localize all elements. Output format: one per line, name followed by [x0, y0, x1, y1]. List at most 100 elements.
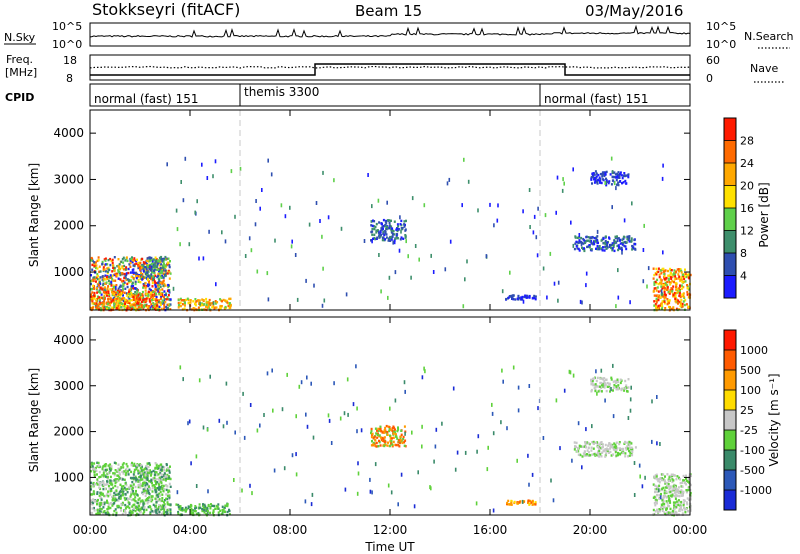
echo-cell	[593, 386, 596, 390]
echo-cell	[161, 484, 163, 487]
echo-cell	[150, 478, 153, 481]
echo-cell	[92, 490, 95, 493]
echo-cell	[158, 269, 160, 273]
echo-cell	[210, 503, 212, 506]
echo-cell	[214, 507, 217, 510]
echo-cell	[163, 500, 165, 504]
echo-cell	[661, 292, 663, 297]
echo-cell	[588, 246, 591, 249]
echo-cell	[169, 272, 172, 275]
echo-cell	[396, 227, 398, 230]
echo-cell	[217, 511, 220, 514]
echo-cell	[627, 175, 630, 179]
echo-cell	[657, 304, 660, 308]
echo-cell	[148, 264, 151, 268]
echo-cell	[642, 248, 645, 252]
y-tick-label: 2000	[53, 425, 84, 439]
echo-cell	[148, 471, 151, 475]
echo-cell	[105, 307, 108, 311]
echo-cell	[389, 239, 392, 242]
echo-cell	[159, 289, 162, 292]
echo-cell	[93, 468, 96, 471]
echo-cell	[274, 238, 276, 243]
echo-cell	[397, 428, 400, 431]
echo-cell	[390, 440, 393, 443]
echo-cell	[147, 275, 150, 278]
echo-cell	[147, 277, 150, 281]
echo-cell	[250, 248, 253, 253]
echo-cell	[399, 439, 402, 442]
echo-cell	[600, 181, 603, 185]
echo-cell	[164, 269, 167, 272]
echo-cell	[138, 475, 141, 479]
colorbar-tick-label: 500	[740, 364, 761, 377]
echo-cell	[152, 294, 155, 298]
echo-cell	[308, 222, 311, 227]
echo-cell	[663, 270, 666, 273]
echo-cell	[682, 474, 685, 478]
echo-cell	[124, 300, 127, 303]
echo-cell	[573, 441, 576, 444]
echo-cell	[593, 240, 595, 244]
echo-cell	[371, 440, 373, 443]
echo-cell	[128, 502, 131, 506]
echo-cell	[101, 260, 104, 264]
echo-cell	[616, 175, 619, 178]
echo-cell	[626, 237, 629, 241]
echo-cell	[421, 375, 424, 380]
echo-cell	[371, 227, 374, 231]
echo-cell	[127, 505, 129, 508]
echo-cell	[205, 305, 207, 308]
echo-cell	[224, 504, 227, 507]
echo-cell	[371, 233, 374, 236]
echo-cell	[373, 435, 376, 438]
echo-cell	[155, 507, 158, 510]
echo-cell	[506, 426, 508, 431]
echo-cell	[633, 238, 636, 242]
echo-cell	[121, 302, 124, 305]
echo-cell	[186, 297, 189, 300]
echo-cell	[168, 304, 171, 307]
echo-cell	[126, 491, 129, 494]
echo-cell	[156, 466, 158, 469]
echo-cell	[669, 288, 672, 292]
echo-cell	[555, 398, 558, 403]
echo-cell	[102, 471, 105, 474]
echo-cell	[611, 242, 614, 245]
echo-cell	[165, 493, 168, 496]
echo-cell	[207, 504, 210, 507]
echo-cell	[109, 304, 112, 307]
echo-cell	[135, 300, 138, 303]
echo-cell	[118, 476, 121, 479]
echo-cell	[684, 280, 687, 283]
echo-cell	[592, 175, 594, 179]
echo-cell	[98, 470, 101, 474]
echo-cell	[92, 284, 95, 287]
echo-cell	[624, 240, 627, 244]
echo-cell	[404, 234, 407, 237]
echo-cell	[670, 473, 673, 476]
echo-cell	[163, 472, 166, 475]
echo-cell	[683, 303, 686, 307]
echo-cell	[152, 264, 155, 267]
echo-cell	[664, 480, 667, 484]
echo-cell	[159, 303, 162, 307]
echo-cell	[216, 507, 219, 510]
echo-cell	[389, 434, 391, 437]
echo-cell	[127, 486, 130, 489]
echo-cell	[98, 283, 101, 287]
echo-cell	[581, 246, 583, 249]
echo-cell	[310, 381, 312, 386]
echo-cell	[593, 377, 596, 380]
echo-cell	[150, 271, 153, 274]
echo-cell	[131, 510, 134, 513]
echo-cell	[158, 485, 161, 489]
echo-cell	[593, 181, 596, 184]
echo-cell	[91, 296, 94, 299]
echo-cell	[150, 291, 153, 294]
echo-cell	[131, 299, 133, 302]
echo-cell	[677, 501, 680, 504]
echo-cell	[622, 174, 625, 178]
echo-cell	[385, 227, 388, 231]
echo-cell	[452, 386, 455, 391]
